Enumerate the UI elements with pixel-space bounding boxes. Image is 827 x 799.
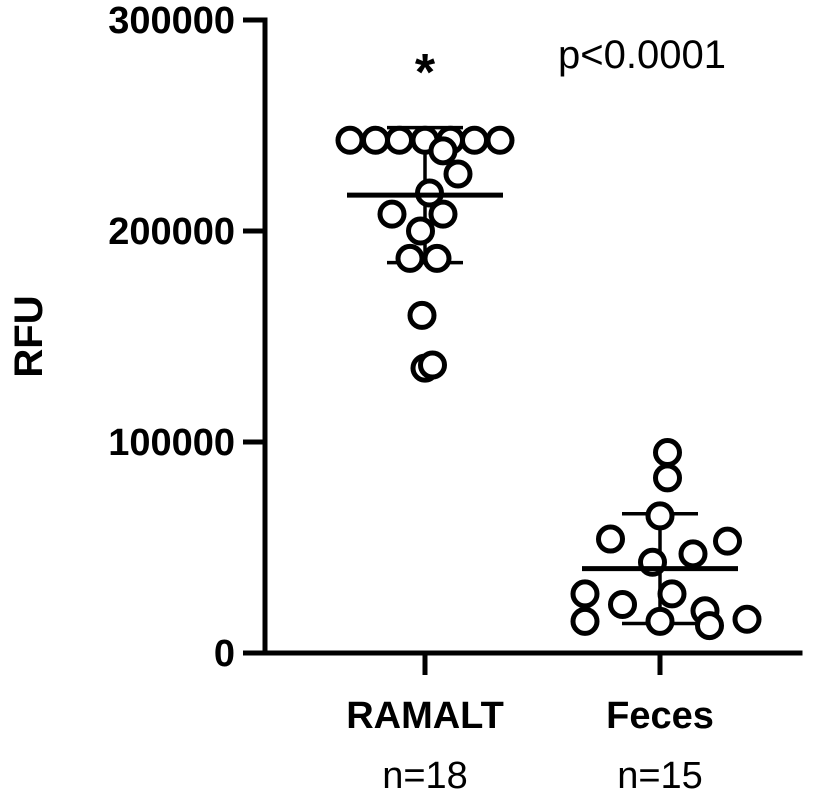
data-point [653, 438, 682, 468]
axes: 0 100000 200000 300000 [108, 0, 803, 675]
data-point [422, 243, 452, 273]
data-point [645, 606, 675, 636]
data-point [596, 524, 625, 554]
labels: RFU RAMALT n=18 Feces n=15 * p<0.0001 [7, 33, 726, 797]
category-label: Feces [606, 695, 714, 737]
data-point [377, 199, 407, 229]
data-point [361, 125, 390, 155]
data-point [653, 463, 682, 493]
y-tick-label: 200000 [108, 211, 235, 253]
data-point [732, 604, 762, 634]
data-point [395, 243, 425, 273]
y-tick-label: 100000 [108, 422, 235, 464]
data-point [406, 216, 435, 246]
data-point [570, 579, 600, 609]
data-point [713, 526, 742, 556]
data-point [385, 125, 414, 155]
data-point [460, 125, 489, 155]
data-point [418, 350, 447, 380]
n-label: n=18 [382, 755, 468, 797]
data-point [485, 125, 515, 155]
data-point [608, 589, 637, 619]
y-tick-label: 0 [214, 633, 235, 675]
p-value-label: p<0.0001 [558, 33, 726, 77]
data-point [407, 300, 437, 330]
category-label: RAMALT [346, 695, 504, 737]
data-point [428, 199, 458, 229]
data-point [678, 539, 708, 569]
data-points [335, 125, 762, 641]
n-label: n=15 [617, 755, 703, 797]
data-point [645, 501, 675, 531]
data-point [428, 136, 458, 166]
data-point [570, 606, 600, 636]
data-point [443, 159, 473, 189]
y-tick-label: 300000 [108, 0, 235, 42]
data-point [657, 579, 687, 609]
data-point [695, 611, 724, 641]
y-axis-label: RFU [7, 295, 51, 377]
data-point [335, 125, 365, 155]
significance-marker: * [415, 44, 436, 102]
